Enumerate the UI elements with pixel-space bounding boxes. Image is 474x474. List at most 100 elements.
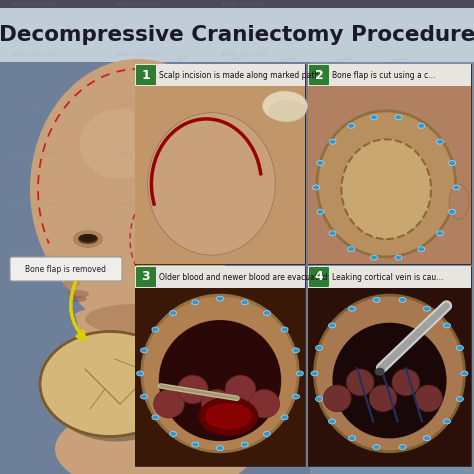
- Ellipse shape: [348, 436, 356, 441]
- Ellipse shape: [217, 446, 224, 451]
- Ellipse shape: [264, 310, 271, 316]
- Ellipse shape: [85, 304, 185, 334]
- Text: TrialEx Copyright: TrialEx Copyright: [362, 191, 408, 208]
- Bar: [135, 266, 305, 288]
- Text: TrialEx Copyright: TrialEx Copyright: [197, 326, 243, 342]
- Ellipse shape: [152, 327, 159, 332]
- FancyBboxPatch shape: [309, 65, 329, 85]
- Text: TrialEx Copyright: TrialEx Copyright: [252, 416, 298, 432]
- Ellipse shape: [346, 369, 374, 396]
- Text: TrialEx Copyright: TrialEx Copyright: [252, 326, 298, 342]
- Polygon shape: [55, 206, 170, 334]
- Text: TrialEx Copyright: TrialEx Copyright: [362, 416, 408, 432]
- Ellipse shape: [348, 246, 355, 252]
- Text: TrialEx Copyright: TrialEx Copyright: [197, 100, 243, 118]
- Ellipse shape: [40, 331, 180, 437]
- Ellipse shape: [170, 310, 176, 316]
- Ellipse shape: [369, 385, 397, 412]
- Ellipse shape: [341, 139, 431, 239]
- Ellipse shape: [73, 230, 103, 248]
- Text: TrialEx Copyright: TrialEx Copyright: [115, 1, 161, 7]
- Ellipse shape: [137, 371, 144, 376]
- Ellipse shape: [423, 436, 430, 441]
- Text: TrialEx Copyright: TrialEx Copyright: [197, 236, 243, 253]
- Text: TrialEx Copyright: TrialEx Copyright: [142, 416, 188, 432]
- Text: Older blood and newer blood are evacuated: Older blood and newer blood are evacuate…: [159, 273, 328, 282]
- Ellipse shape: [154, 390, 184, 418]
- Text: 1: 1: [142, 69, 150, 82]
- Ellipse shape: [201, 390, 232, 418]
- FancyBboxPatch shape: [136, 65, 156, 85]
- Text: TrialEx Copyright: TrialEx Copyright: [220, 201, 266, 207]
- Ellipse shape: [192, 442, 199, 447]
- Text: TrialEx Copyright: TrialEx Copyright: [252, 100, 298, 118]
- Text: TrialEx Copyright: TrialEx Copyright: [142, 100, 188, 118]
- Ellipse shape: [395, 255, 402, 260]
- Ellipse shape: [281, 327, 288, 332]
- FancyBboxPatch shape: [136, 267, 156, 287]
- FancyBboxPatch shape: [10, 257, 122, 281]
- Text: TrialEx Copyright: TrialEx Copyright: [10, 52, 56, 56]
- Ellipse shape: [67, 290, 89, 298]
- Text: TrialEx Copyright: TrialEx Copyright: [307, 281, 353, 297]
- Text: TrialEx Copyright: TrialEx Copyright: [197, 416, 243, 432]
- Text: TrialEx Copyright: TrialEx Copyright: [115, 101, 161, 107]
- Text: TrialEx Copyright: TrialEx Copyright: [252, 371, 298, 387]
- Ellipse shape: [456, 346, 464, 350]
- Ellipse shape: [217, 296, 224, 301]
- Bar: [308, 64, 471, 86]
- Ellipse shape: [241, 300, 248, 305]
- Ellipse shape: [328, 419, 336, 424]
- Bar: [308, 64, 471, 264]
- Text: TrialEx Copyright: TrialEx Copyright: [220, 52, 266, 56]
- Ellipse shape: [170, 431, 176, 437]
- Ellipse shape: [348, 123, 355, 128]
- Ellipse shape: [263, 91, 308, 121]
- Ellipse shape: [456, 397, 464, 401]
- Text: TrialEx Copyright: TrialEx Copyright: [252, 146, 298, 163]
- Text: TrialEx Copyright: TrialEx Copyright: [115, 152, 161, 156]
- Ellipse shape: [418, 123, 425, 128]
- Bar: [135, 288, 305, 466]
- Text: TrialEx Copyright: TrialEx Copyright: [142, 281, 188, 297]
- Text: TrialEx Copyright: TrialEx Copyright: [10, 152, 56, 156]
- Ellipse shape: [317, 111, 456, 257]
- Text: TrialEx Copyright: TrialEx Copyright: [197, 146, 243, 163]
- Ellipse shape: [373, 445, 380, 449]
- Ellipse shape: [317, 210, 324, 214]
- Text: TrialEx Copyright: TrialEx Copyright: [252, 191, 298, 208]
- Text: 2: 2: [315, 69, 323, 82]
- Ellipse shape: [292, 394, 300, 399]
- Text: TrialEx Copyright: TrialEx Copyright: [142, 236, 188, 253]
- Bar: [308, 266, 471, 466]
- Ellipse shape: [79, 234, 97, 242]
- Ellipse shape: [140, 348, 147, 353]
- Ellipse shape: [78, 234, 98, 244]
- Ellipse shape: [448, 210, 456, 214]
- Text: TrialEx Copyright: TrialEx Copyright: [252, 55, 298, 73]
- Ellipse shape: [140, 394, 147, 399]
- Text: TrialEx Copyright: TrialEx Copyright: [307, 100, 353, 118]
- Text: 3: 3: [142, 271, 150, 283]
- Ellipse shape: [205, 403, 252, 429]
- Text: TrialEx Copyright: TrialEx Copyright: [362, 146, 408, 163]
- Bar: [0, 62, 474, 474]
- Bar: [135, 64, 305, 264]
- Ellipse shape: [69, 296, 87, 302]
- Ellipse shape: [328, 323, 336, 328]
- Ellipse shape: [281, 415, 288, 420]
- Ellipse shape: [371, 115, 378, 120]
- Ellipse shape: [448, 161, 456, 165]
- Text: TrialEx Copyright: TrialEx Copyright: [142, 371, 188, 387]
- Ellipse shape: [399, 445, 406, 449]
- Bar: [0, 8, 474, 62]
- Ellipse shape: [268, 100, 306, 122]
- Polygon shape: [63, 269, 80, 290]
- Text: TrialEx Copyright: TrialEx Copyright: [197, 55, 243, 73]
- Ellipse shape: [311, 371, 318, 376]
- Text: TrialEx Copyright: TrialEx Copyright: [307, 146, 353, 163]
- Ellipse shape: [55, 404, 255, 474]
- Ellipse shape: [329, 139, 336, 144]
- Ellipse shape: [264, 431, 271, 437]
- Text: TrialEx Copyright: TrialEx Copyright: [197, 191, 243, 208]
